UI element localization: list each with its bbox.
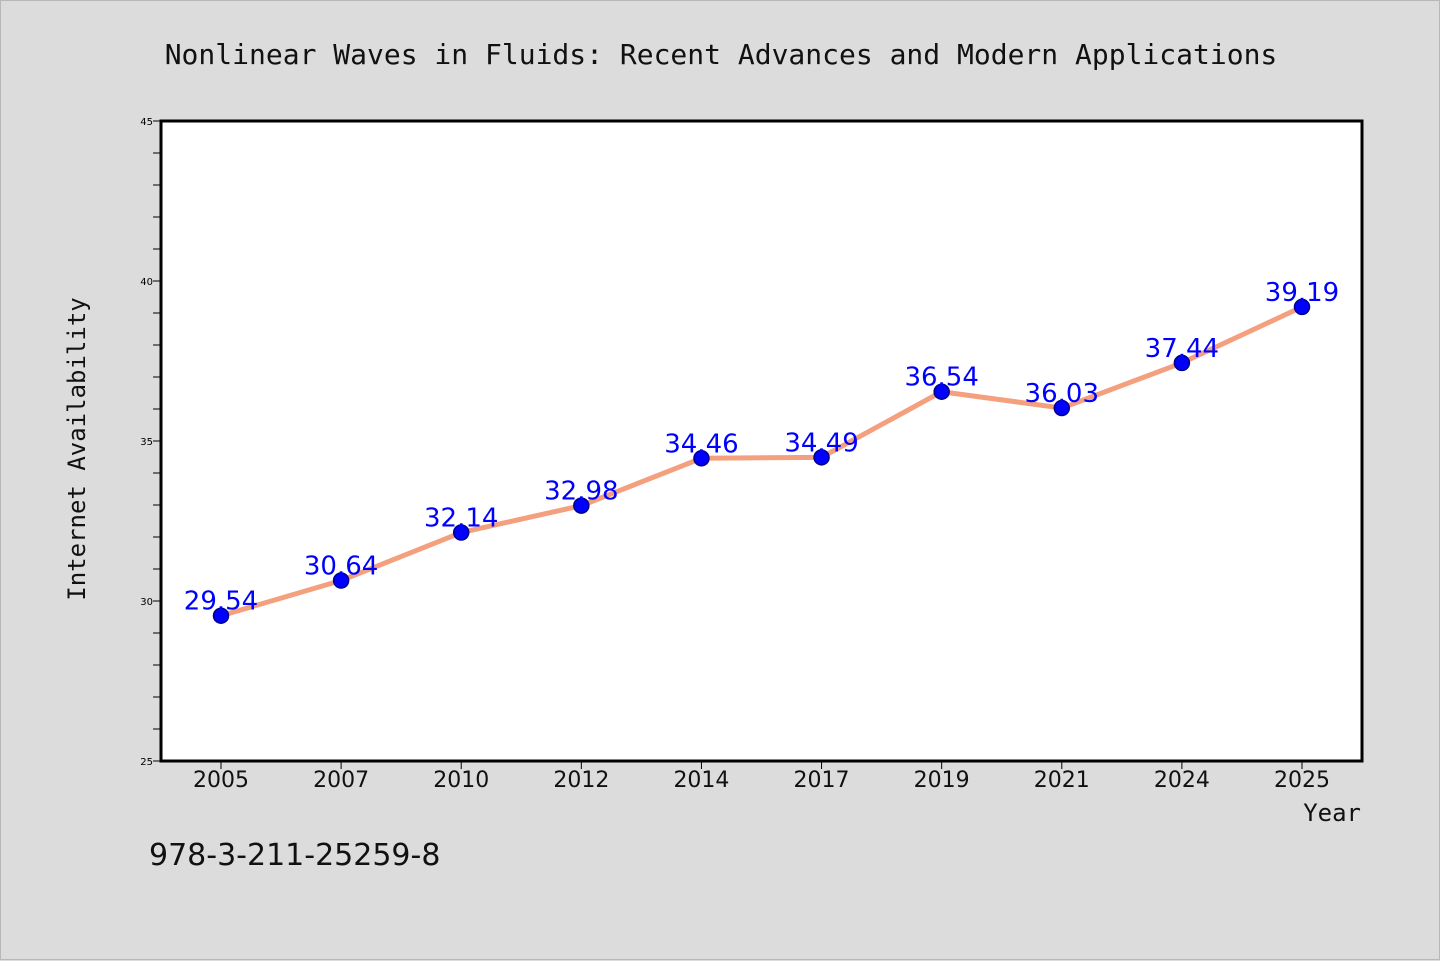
data-label: 36.03 [1025, 379, 1099, 409]
data-point [1173, 354, 1191, 372]
data-point [212, 607, 230, 624]
data-label: 36.54 [904, 363, 978, 393]
x-tick-label: 2010 [433, 768, 489, 793]
x-tick-label: 2005 [193, 768, 249, 793]
data-point [933, 383, 950, 400]
data-point [693, 450, 710, 467]
data-label: 37.44 [1145, 334, 1219, 364]
data-point [452, 524, 470, 541]
data-label: 34.46 [664, 429, 738, 459]
y-tick-label: 35 [140, 437, 153, 448]
series-line [220, 304, 1304, 619]
x-axis-label: Year [1303, 799, 1361, 827]
isbn-text: 978-3-211-25259-8 [149, 838, 440, 873]
plot-frame [159, 119, 1364, 763]
data-label: 34.49 [784, 428, 858, 458]
y-axis-label: Internet Availability [63, 297, 91, 600]
x-tick-label: 2019 [914, 768, 970, 793]
x-axis: 2005 2007 2010 2012 2014 2017 2019 2021 2024 2025 [193, 761, 1330, 793]
x-tick-label: 2021 [1034, 768, 1090, 793]
data-label: 39.19 [1265, 278, 1339, 308]
x-tick-label: 2012 [553, 768, 609, 793]
x-tick-label: 2007 [313, 768, 369, 793]
data-label: 32.98 [544, 477, 618, 507]
data-markers [212, 298, 1311, 624]
y-tick-label: 40 [140, 277, 153, 288]
chart-title: Nonlinear Waves in Fluids: Recent Advanc… [165, 38, 1278, 71]
y-axis: 25 30 35 40 45 [140, 117, 161, 768]
x-tick-label: 2024 [1154, 768, 1210, 793]
data-label: 29.54 [184, 587, 258, 617]
data-point [573, 497, 590, 514]
data-labels: 29.54 30.64 32.14 32.98 34.46 34.49 36.54 36.03… [184, 278, 1339, 617]
data-point [332, 572, 350, 589]
data-point [1293, 298, 1311, 316]
data-label: 30.64 [304, 552, 378, 582]
y-tick-label: 45 [140, 117, 153, 128]
y-tick-label: 30 [140, 597, 153, 608]
x-tick-label: 2017 [794, 768, 850, 793]
data-point [813, 449, 830, 466]
y-tick-label: 25 [140, 757, 153, 768]
plot-area [161, 121, 1362, 761]
x-tick-label: 2025 [1274, 768, 1330, 793]
x-tick-label: 2014 [673, 768, 729, 793]
data-point [1053, 399, 1071, 417]
data-label: 32.14 [424, 504, 498, 534]
